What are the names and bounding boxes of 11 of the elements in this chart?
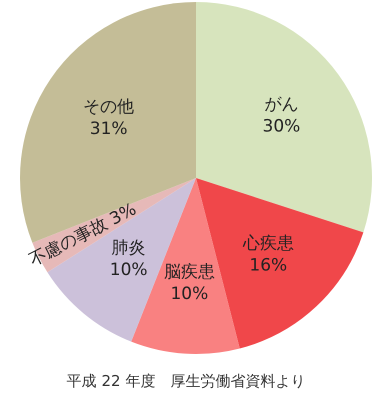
data-label: 30% — [262, 116, 300, 136]
data-label: 10% — [170, 284, 208, 304]
slice-label: その他 — [83, 97, 134, 118]
slice-label: がん — [264, 94, 298, 114]
slice-label: 脳疾患 — [164, 262, 215, 282]
data-label: 10% — [110, 260, 148, 280]
data-label: 16% — [249, 255, 288, 276]
slice-label: 肺炎 — [112, 238, 146, 258]
data-label: 31% — [90, 119, 128, 140]
text: 平成 22 年度 厚生労働省資料より — [66, 372, 306, 391]
slice-label: 心疾患 — [242, 233, 294, 254]
